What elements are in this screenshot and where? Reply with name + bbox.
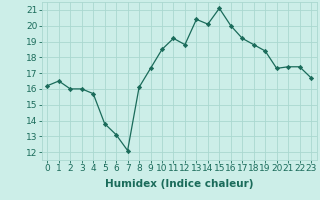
X-axis label: Humidex (Indice chaleur): Humidex (Indice chaleur) — [105, 179, 253, 189]
